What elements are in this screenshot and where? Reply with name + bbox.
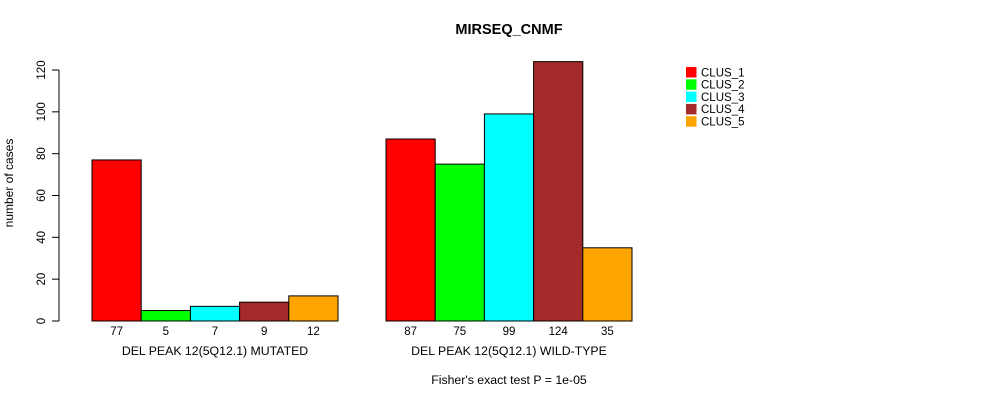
bar — [533, 61, 584, 322]
bar-value-label: 87 — [404, 326, 417, 338]
y-axis-label: number of cases — [2, 139, 16, 228]
chart-plot-area: 0 20 40 60 80 100 120 77 5 7 9 12 DEL PEAK 12(5Q12.1… — [36, 60, 745, 358]
legend-label: CLUS_1 — [701, 67, 744, 79]
bar-value-label: 35 — [601, 326, 614, 338]
bar — [239, 301, 290, 322]
bar — [189, 305, 241, 322]
bar-value-label: 9 — [261, 326, 267, 338]
bar-value-label: 5 — [163, 326, 169, 338]
legend-swatch — [686, 91, 697, 103]
bar-value-label: 75 — [453, 326, 466, 338]
group-label: DEL PEAK 12(5Q12.1) WILD-TYPE — [411, 344, 607, 358]
y-axis-tick-label: 60 — [36, 189, 48, 202]
legend-label: CLUS_5 — [701, 117, 744, 129]
bar-value-label: 7 — [212, 326, 218, 338]
bar-value-label: 77 — [110, 326, 123, 338]
y-axis-tick-label: 120 — [36, 60, 48, 79]
annotation-text: Fisher's exact test P = 1e-05 — [431, 373, 587, 387]
bar — [582, 247, 633, 322]
y-axis-tick-label: 20 — [36, 273, 48, 286]
legend-swatch — [686, 116, 697, 127]
bar — [91, 159, 142, 322]
bar — [140, 310, 191, 322]
group-label: DEL PEAK 12(5Q12.1) MUTATED — [122, 344, 308, 358]
bar — [483, 113, 535, 322]
y-axis-tick-label: 40 — [36, 231, 48, 244]
bar-value-label: 124 — [549, 326, 569, 338]
bar — [434, 163, 485, 322]
bar — [288, 295, 339, 322]
y-axis-tick-label: 80 — [36, 147, 48, 160]
y-axis-tick-label: 0 — [36, 318, 48, 324]
bar — [385, 138, 436, 322]
legend-swatch — [686, 103, 697, 115]
y-axis-tick-label: 100 — [36, 102, 48, 121]
legend-swatch — [686, 67, 697, 78]
legend-label: CLUS_2 — [701, 80, 744, 92]
legend-swatch — [686, 79, 697, 90]
legend-label: CLUS_4 — [701, 104, 745, 116]
bar-value-label: 12 — [307, 326, 320, 338]
bar-value-label: 99 — [503, 326, 516, 338]
legend-label: CLUS_3 — [701, 92, 744, 104]
chart-title: MIRSEQ_CNMF — [455, 22, 562, 38]
